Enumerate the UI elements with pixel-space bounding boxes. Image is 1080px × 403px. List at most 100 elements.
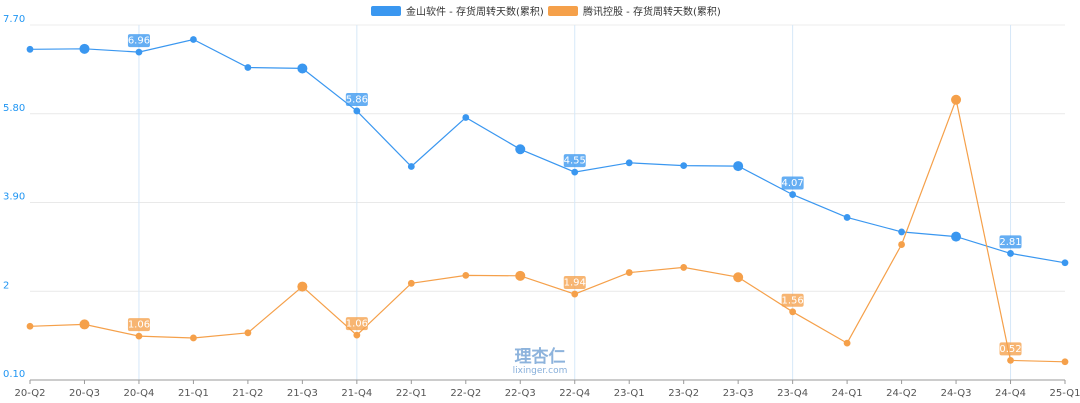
data-label-text: 1.56 xyxy=(781,295,803,306)
data-point xyxy=(135,48,143,56)
data-point xyxy=(1007,250,1014,257)
x-tick-label: 25-Q1 xyxy=(1050,388,1080,399)
y-tick-label: 2 xyxy=(3,280,9,291)
data-point xyxy=(244,329,252,337)
data-label: 5.86 xyxy=(345,92,368,106)
legend-label-kingsoft: 金山软件 - 存货周转天数(累积) xyxy=(406,5,544,18)
data-label-badge xyxy=(345,92,368,106)
x-tick-label: 23-Q2 xyxy=(668,388,699,399)
data-point xyxy=(843,339,851,347)
data-point xyxy=(26,45,34,53)
data-label-badge xyxy=(999,235,1022,249)
x-tick-label: 22-Q4 xyxy=(559,388,590,399)
x-tick-label: 21-Q2 xyxy=(232,388,263,399)
data-point xyxy=(79,43,90,54)
data-point xyxy=(843,214,851,221)
data-point xyxy=(789,191,797,198)
data-point xyxy=(353,107,361,115)
x-axis: 20-Q2 20-Q3 20-Q4 21-Q1 21-Q2 21-Q3 21-Q4 22-Q1… xyxy=(15,379,1080,399)
data-point xyxy=(680,162,688,169)
legend-item-kingsoft[interactable]: 金山软件 - 存货周转天数(累积) xyxy=(371,5,544,18)
y-tick-label: 7.70 xyxy=(3,14,25,25)
x-tick-label: 24-Q3 xyxy=(941,388,972,399)
data-label: 6.96 xyxy=(127,34,150,48)
grid xyxy=(30,24,1065,380)
watermark-url: lixinger.com xyxy=(513,366,568,376)
data-point xyxy=(680,264,688,271)
data-label: 1.56 xyxy=(781,293,804,307)
data-label-badge xyxy=(345,317,368,331)
x-tick-label: 23-Q1 xyxy=(614,388,645,399)
data-label: 4.55 xyxy=(563,154,586,168)
x-tick-label: 24-Q1 xyxy=(832,388,863,399)
data-point xyxy=(789,308,797,316)
data-label-badge xyxy=(563,276,586,290)
data-label: 2.81 xyxy=(999,235,1022,249)
data-label-text: 5.86 xyxy=(346,94,368,105)
x-tick-label: 21-Q4 xyxy=(341,388,372,399)
data-point xyxy=(625,269,633,276)
data-point xyxy=(1061,259,1069,267)
data-point xyxy=(26,322,34,330)
data-labels: 6.96 5.86 4.55 4.07 2.81 1.06 1.06 1.94 1.56 0.52 xyxy=(127,34,1022,356)
y-axis: 0.10 2 3.90 5.80 7.70 xyxy=(3,14,25,380)
data-point xyxy=(898,241,905,248)
data-point xyxy=(951,231,962,242)
series-line-0 xyxy=(29,38,1066,264)
data-point xyxy=(1007,356,1014,364)
legend[interactable]: 金山软件 - 存货周转天数(累积) 腾讯控股 - 存货周转天数(累积) xyxy=(371,5,721,18)
data-point xyxy=(407,163,415,170)
data-point xyxy=(571,168,579,176)
y-tick-label: 5.80 xyxy=(3,103,25,114)
data-label-badge xyxy=(999,342,1022,356)
x-tick-label: 20-Q4 xyxy=(123,388,154,399)
x-tick-label: 21-Q1 xyxy=(178,388,209,399)
y-tick-label: 3.90 xyxy=(3,192,25,203)
data-point xyxy=(79,319,90,330)
legend-label-tencent: 腾讯控股 - 存货周转天数(累积) xyxy=(583,5,721,18)
data-point xyxy=(515,270,526,281)
legend-swatch-tencent xyxy=(548,6,578,16)
data-point xyxy=(190,334,197,342)
data-point xyxy=(190,36,197,43)
y-tick-label: 0.10 xyxy=(3,369,25,380)
data-point xyxy=(625,159,633,167)
data-label-text: 2.81 xyxy=(999,237,1021,248)
data-point xyxy=(1061,358,1069,366)
data-point xyxy=(462,114,470,121)
data-label-badge xyxy=(781,293,804,307)
x-tick-label: 22-Q3 xyxy=(505,388,536,399)
legend-item-tencent[interactable]: 腾讯控股 - 存货周转天数(累积) xyxy=(548,5,721,18)
data-label: 4.07 xyxy=(781,176,804,190)
series-line-1 xyxy=(29,97,1066,363)
data-label: 0.52 xyxy=(999,342,1022,356)
data-point xyxy=(462,271,470,279)
data-point xyxy=(297,63,308,74)
data-point xyxy=(297,281,308,292)
data-point xyxy=(135,332,143,340)
x-tick-label: 21-Q3 xyxy=(287,388,318,399)
data-label-badge xyxy=(127,34,150,48)
data-point xyxy=(407,279,415,287)
data-label: 1.06 xyxy=(127,318,150,332)
data-label-text: 4.07 xyxy=(781,178,803,189)
data-label: 1.06 xyxy=(345,317,368,331)
data-label-text: 6.96 xyxy=(128,36,150,47)
data-label-text: 1.06 xyxy=(346,319,368,330)
x-tick-label: 20-Q3 xyxy=(69,388,100,399)
data-point xyxy=(951,94,962,105)
data-label: 1.94 xyxy=(563,276,586,290)
watermark-logo-text: 理杏仁 xyxy=(515,346,566,367)
series xyxy=(26,36,1069,366)
x-tick-label: 24-Q4 xyxy=(995,388,1026,399)
data-point xyxy=(571,290,579,298)
x-tick-label: 23-Q3 xyxy=(723,388,754,399)
data-label-badge xyxy=(781,176,804,190)
x-tick-label: 20-Q2 xyxy=(15,388,46,399)
data-label-badge xyxy=(127,318,150,332)
data-label-text: 0.52 xyxy=(999,344,1021,355)
data-point xyxy=(733,161,744,172)
data-label-badge xyxy=(563,154,586,168)
data-point xyxy=(353,331,361,339)
